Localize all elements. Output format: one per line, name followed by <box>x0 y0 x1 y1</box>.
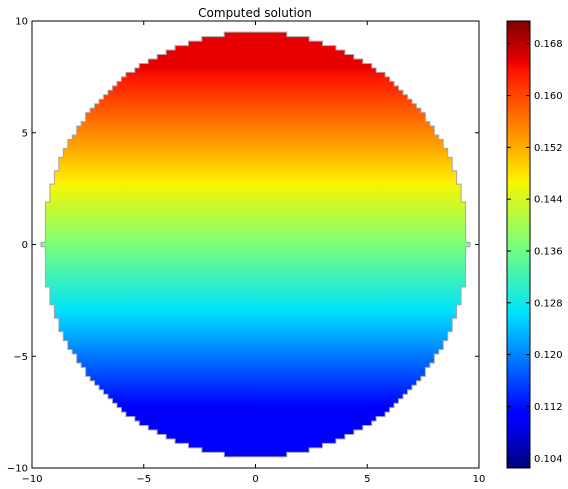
colorbar-tick-label: 0.152 <box>534 143 563 154</box>
y-tick-label: 10 <box>15 17 28 28</box>
y-tick-label: −5 <box>13 352 28 363</box>
plot-area: −10 −5 0 5 10 −10 −5 0 5 10 <box>7 17 485 486</box>
colorbar-tick-label: 0.160 <box>534 91 563 102</box>
colorbar-tick-label: 0.128 <box>534 298 563 309</box>
solution-disk <box>41 32 470 457</box>
colorbar-tick-label: 0.104 <box>534 454 563 465</box>
y-tick-label: 0 <box>22 240 28 251</box>
colorbar-fill <box>507 21 530 468</box>
y-tick-label: −10 <box>7 464 28 475</box>
x-tick-label: 0 <box>252 474 258 485</box>
colorbar-tick-label: 0.120 <box>534 350 563 361</box>
y-tick-label: 5 <box>22 128 28 139</box>
chart-title: Computed solution <box>198 6 312 20</box>
colorbar: 0.104 0.112 0.120 0.128 0.136 0.144 0.152 0.160… <box>507 21 563 468</box>
colorbar-tick-label: 0.112 <box>534 402 563 413</box>
x-tick-label: −5 <box>136 474 151 485</box>
colorbar-tick-label: 0.144 <box>534 195 563 206</box>
x-tick-label: 10 <box>473 474 486 485</box>
colorbar-tick-label: 0.168 <box>534 39 563 50</box>
x-tick-label: −10 <box>21 474 42 485</box>
colorbar-tick-label: 0.136 <box>534 246 563 257</box>
x-tick-label: 5 <box>364 474 370 485</box>
